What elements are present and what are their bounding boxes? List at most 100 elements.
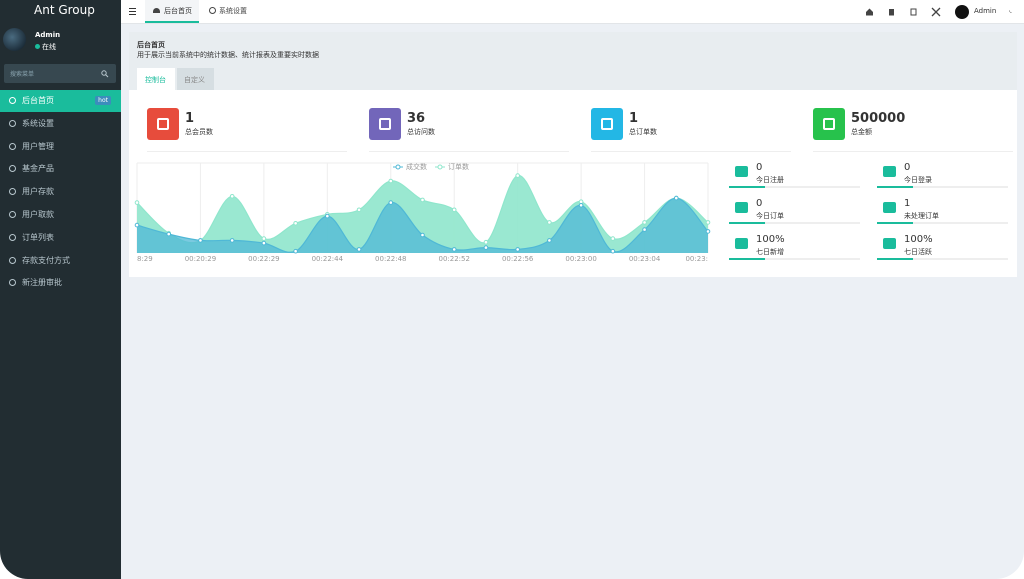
menu-label: 订单列表 [22,232,54,242]
mini-icon [735,238,748,249]
stat-label: 总订单数 [629,128,657,136]
menu-label: 存款支付方式 [22,255,70,265]
mini-value: 100% [756,234,785,245]
stat-icon [147,108,179,140]
mini-label: 今日订单 [756,212,784,220]
brand[interactable]: Ant Group [34,3,95,17]
menu-item[interactable]: 新注册审批 [0,272,121,294]
menu-label: 新注册审批 [22,278,62,288]
progress-bar [877,186,913,188]
mini-label: 今日注册 [756,176,784,184]
mini-icon [883,166,896,177]
menu-icon [9,279,16,287]
chart: 8:29 00:20:29 00:22:29 00:22:44 00:22:48 00:2… [134,162,711,263]
tab-label: 控制台 [145,76,166,84]
data-point [134,222,140,228]
menu-item[interactable]: 存款支付方式 [0,250,121,272]
search-icon [101,70,109,78]
stat-icon [591,108,623,140]
x-tick-label: 00:22:48 [375,255,406,263]
data-point [198,238,203,243]
menu-toggle[interactable] [129,8,137,15]
status: 在线 [42,43,56,51]
mini-icon [883,238,896,249]
data-point [610,236,616,241]
divider [813,151,1013,152]
x-tick-label: 00:20:29 [185,255,216,263]
mini-icon [735,202,748,213]
divider [591,151,791,152]
menu-item[interactable]: 用户管理 [0,136,121,158]
menu-item[interactable]: 系统设置 [0,113,121,135]
x-tick-label: 00:23:04 [629,255,661,263]
menu-item[interactable]: 订单列表 [0,227,121,249]
x-tick-label: 00:22:56 [502,255,534,263]
tab[interactable]: 自定义 [177,68,214,90]
data-point [673,195,679,201]
mini-icon [883,202,896,213]
mini-label: 七日活跃 [904,248,932,256]
menu-item[interactable]: 用户取款 [0,204,121,226]
data-point [356,207,362,213]
data-point [642,227,647,232]
stat-label: 总访问数 [407,128,435,136]
stat-label: 总会员数 [185,128,213,136]
progress [877,258,1008,260]
icon-glyph [601,118,613,130]
tab-active[interactable]: 后台首页 [145,0,199,23]
user-name: Admin [35,31,61,39]
data-point [261,240,267,246]
data-point [388,200,394,205]
data-point [547,220,552,225]
data-point [229,238,235,243]
menu-item[interactable]: 后台首页 hot [0,90,121,112]
tab-label: 自定义 [184,76,205,84]
stat-value: 36 [407,111,426,126]
data-point [293,248,298,254]
icon-glyph [823,118,835,130]
mini-label: 今日登录 [904,176,932,184]
stat-icon [369,108,401,140]
area-fill [137,198,708,253]
page-description: 用于展示当前系统中的统计数据、统计报表及重要实时数据 [137,51,319,59]
search-box[interactable]: 搜索菜单 [4,64,116,83]
progress [877,222,1008,224]
user-avatar[interactable] [955,5,969,19]
data-point [356,247,362,252]
tab-label: 后台首页 [164,7,192,15]
x-tick-label: 00:22:29 [248,255,279,263]
tab-label[interactable]: 系统设置 [219,7,247,15]
menu-label: 用户管理 [22,141,54,151]
user-name[interactable]: Admin [974,7,997,15]
data-point [578,199,584,204]
toolbar-icons[interactable] [865,7,955,17]
mini-value: 1 [904,198,911,209]
progress [729,186,860,188]
data-point [483,239,489,245]
data-point [547,238,552,243]
mini-value: 0 [904,162,911,173]
progress [729,258,860,260]
mini-icon [735,166,748,177]
menu-item[interactable]: 基金产品 [0,158,121,180]
stat-icon [813,108,845,140]
data-point [578,203,584,208]
divider [147,151,347,152]
icon-glyph [157,118,169,130]
sidebar: Ant Group Admin 在线 搜索菜单 后台首页 hot 系统设置用户管理基… [0,0,121,579]
tab-active[interactable]: 控制台 [137,68,175,90]
data-point [642,220,647,225]
settings-icon[interactable]: ◟ [1009,6,1012,14]
menu-item[interactable]: 用户存款 [0,181,121,203]
stat-value: 500000 [851,111,906,126]
legend-label: 订单数 [448,162,469,171]
data-point [325,213,330,219]
menu-icon [9,97,16,104]
data-point [388,178,394,184]
data-point [515,247,520,252]
progress-bar [729,258,765,260]
x-tick-label: 00:22:44 [312,255,344,263]
progress [729,222,860,224]
data-point [451,207,457,213]
